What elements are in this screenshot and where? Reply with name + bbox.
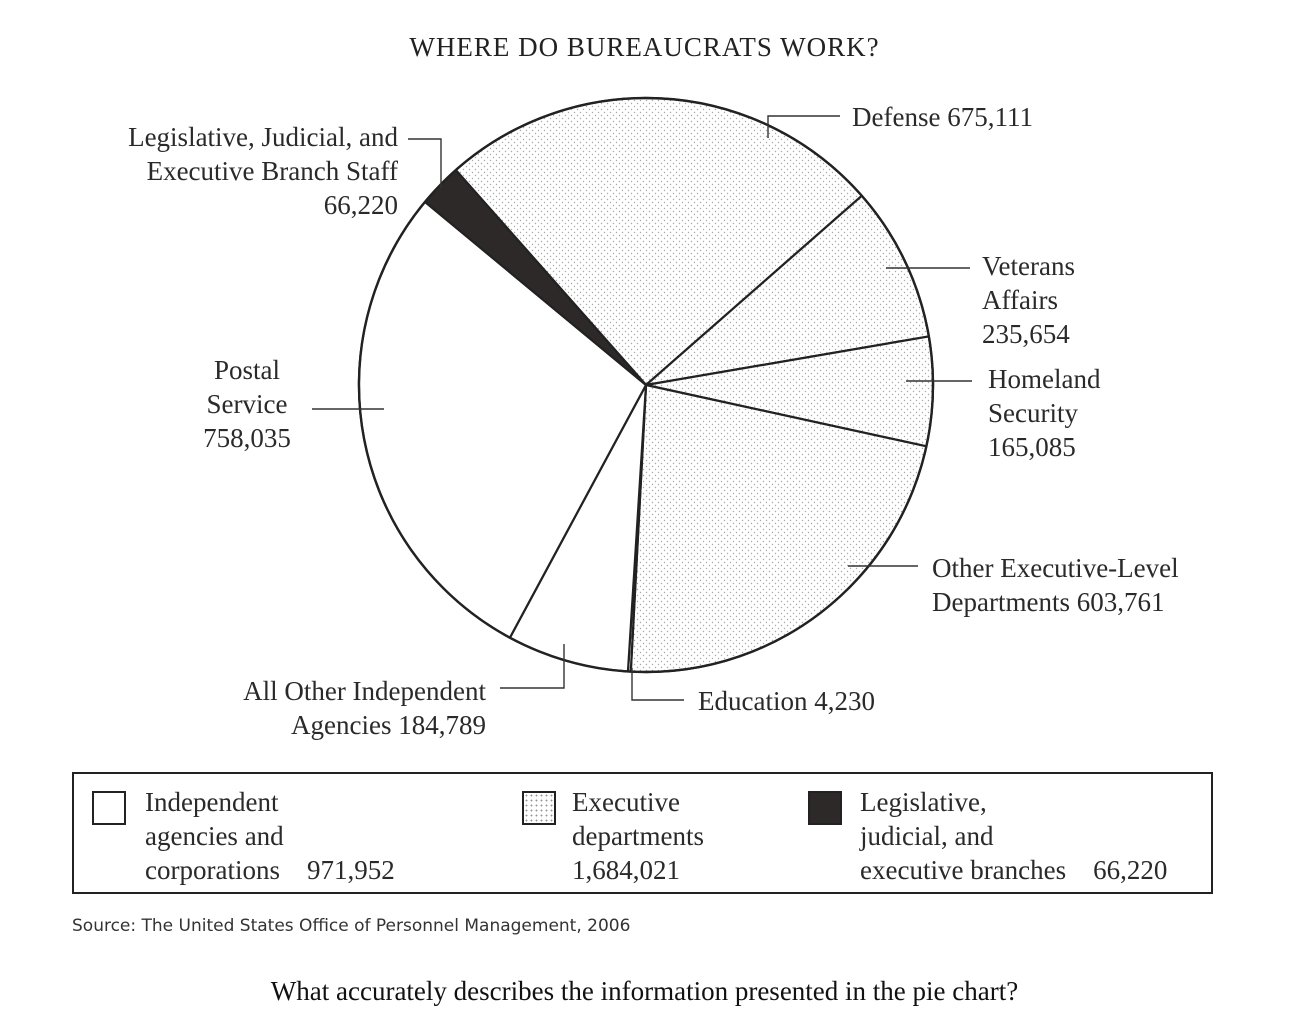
legend-swatch-independent	[92, 791, 126, 825]
label-postal-service: Postal Service 758,035	[203, 355, 291, 453]
pie-chart	[312, 96, 972, 701]
source-note: Source: The United States Office of Pers…	[72, 916, 631, 936]
legend-swatch-executive	[522, 791, 556, 825]
pie-outline	[357, 96, 935, 674]
leader-defense	[767, 115, 840, 138]
legend-text-independent: Independent agencies and corporations 97…	[145, 787, 395, 885]
label-education: Education 4,230	[698, 686, 875, 716]
label-other-independent: All Other Independent Agencies 184,789	[243, 676, 486, 740]
label-other-executive: Other Executive-Level Departments 603,76…	[932, 553, 1179, 617]
label-defense: Defense 675,111	[852, 102, 1033, 132]
label-legislative-staff: Legislative, Judicial, and Executive Bra…	[128, 122, 398, 220]
legend: Independent agencies and corporations 97…	[72, 772, 1213, 894]
leader-leg-staff	[408, 138, 442, 188]
legend-text-executive: Executive departments 1,684,021	[572, 787, 704, 885]
label-veterans-affairs: Veterans Affairs 235,654	[982, 251, 1075, 349]
leader-education	[631, 668, 684, 701]
label-homeland-security: Homeland Security 165,085	[988, 364, 1101, 462]
leader-other-indep	[500, 644, 565, 689]
legend-swatch-legislative	[808, 791, 842, 825]
legend-text-legislative: Legislative, judicial, and executive bra…	[860, 787, 1168, 885]
question-text: What accurately describes the informatio…	[270, 976, 1019, 1006]
chart-title: WHERE DO BUREAUCRATS WORK?	[409, 32, 880, 62]
